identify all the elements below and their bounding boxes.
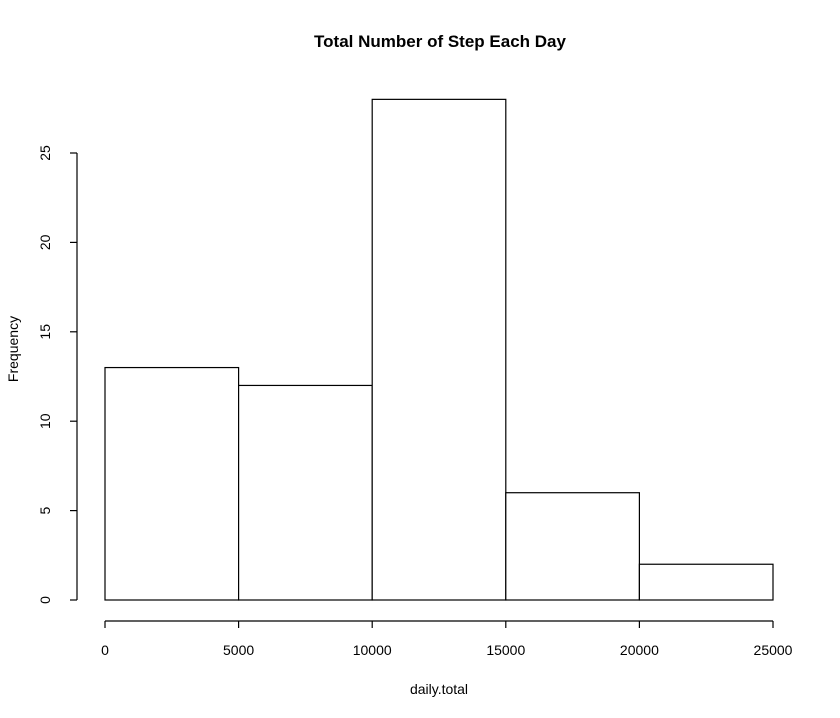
x-axis: 0 5000 10000 15000 20000 25000 [101, 620, 793, 658]
histogram-bar [104, 366, 240, 601]
y-tick-label: 15 [37, 324, 53, 340]
x-tick-label: 10000 [353, 642, 392, 658]
x-tick-label: 20000 [620, 642, 659, 658]
x-tick-label: 0 [101, 642, 109, 658]
y-axis: 0 5 10 15 20 25 [37, 145, 78, 604]
y-axis-label: Frequency [5, 316, 21, 382]
x-axis-label: daily.total [410, 681, 468, 697]
histogram-bar [371, 98, 507, 601]
histogram-bar [238, 384, 373, 601]
y-tick-label: 0 [37, 596, 53, 604]
y-tick-label: 5 [37, 506, 53, 514]
y-tick-label: 10 [37, 413, 53, 429]
x-tick-label: 15000 [486, 642, 525, 658]
chart-title: Total Number of Step Each Day [314, 32, 566, 51]
y-tick-label: 25 [37, 145, 53, 161]
x-tick-label: 5000 [223, 642, 254, 658]
histogram-bar [638, 563, 774, 601]
bars-group [104, 98, 774, 601]
histogram-bar [505, 492, 640, 601]
x-tick-label: 25000 [754, 642, 793, 658]
y-tick-label: 20 [37, 234, 53, 250]
